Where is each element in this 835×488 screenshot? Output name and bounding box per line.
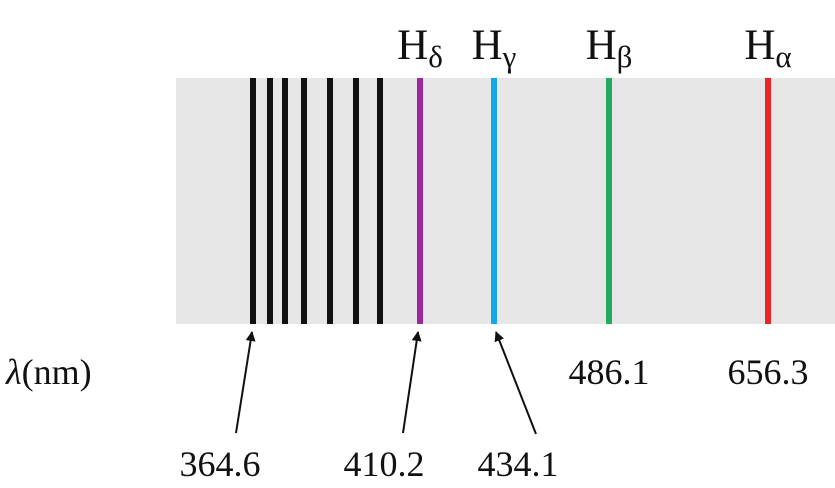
arrow-wavelength-labels: 410.2 434.1 364.6	[180, 444, 559, 484]
inline-wavelength-labels: 486.1 656.3	[569, 352, 809, 392]
series-limit-wavelength-label: 364.6	[180, 444, 261, 484]
wavelength-axis-label: λ(nm)	[5, 352, 92, 392]
h-beta-name: Hβ	[586, 22, 633, 74]
wavelength-arrows	[235, 331, 537, 435]
h-delta-name: Hδ	[397, 22, 443, 74]
h-gamma-line	[491, 78, 497, 324]
series-limit-line	[267, 78, 273, 324]
spectral-line-names: Hδ Hγ Hβ Hα	[397, 22, 791, 74]
axis-unit: (nm)	[22, 352, 92, 392]
h-delta-wavelength-label: 410.2	[344, 444, 425, 484]
h-beta-line	[606, 78, 612, 324]
series-limit-line	[377, 78, 383, 324]
spectrum-band	[176, 78, 835, 324]
h-gamma-arrow	[494, 331, 537, 435]
series-limit-line	[353, 78, 359, 324]
h-alpha-line	[765, 78, 771, 324]
h-delta-line	[417, 78, 423, 324]
h-gamma-name: Hγ	[472, 22, 517, 74]
series-limit-lines	[250, 78, 383, 324]
named-spectral-lines	[417, 78, 771, 324]
lambda-symbol: λ	[5, 352, 22, 392]
series-limit-line	[250, 78, 256, 324]
series-limit-line	[282, 78, 288, 324]
series-limit-line	[327, 78, 333, 324]
h-delta-arrow	[402, 331, 422, 434]
h-beta-wavelength-label: 486.1	[569, 352, 650, 392]
h-alpha-wavelength-label: 656.3	[728, 352, 809, 392]
series-limit-line	[301, 78, 307, 324]
h-alpha-name: Hα	[744, 22, 791, 74]
series-limit-arrow	[235, 331, 256, 434]
h-gamma-wavelength-label: 434.1	[478, 444, 559, 484]
